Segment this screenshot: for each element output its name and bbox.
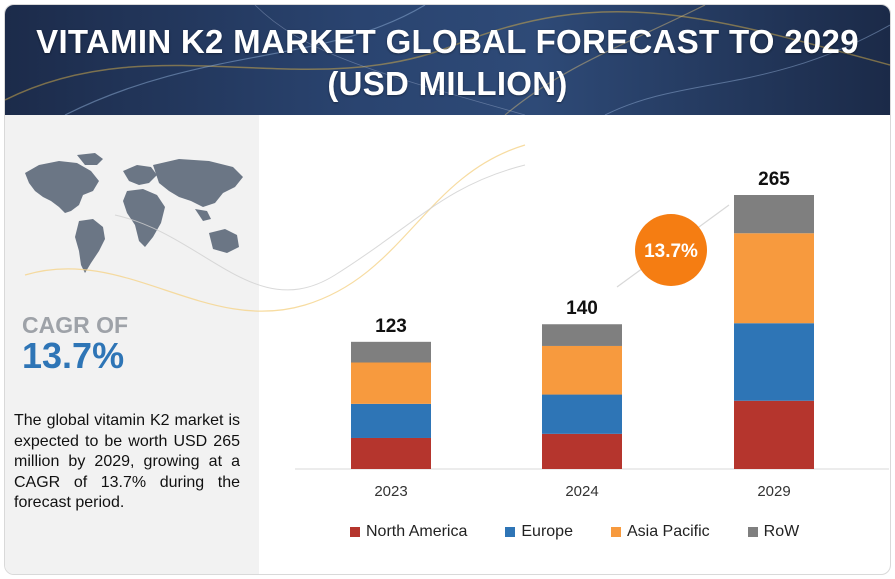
bar-segment-asia-pacific-2023 [351, 362, 431, 404]
infographic-frame: VITAMIN K2 MARKET GLOBAL FORECAST TO 202… [4, 4, 891, 575]
x-tick-label-2029: 2029 [757, 483, 790, 500]
left-info-panel: CAGR OF 13.7% The global vitamin K2 mark… [5, 115, 259, 574]
legend-label-row: RoW [763, 523, 800, 540]
bar-segment-north-america-2029 [734, 400, 814, 469]
stacked-bar-chart: 123 2023 140 2024 265 2029 13.7% [24, 144, 889, 500]
chart-legend: North America Europe Asia Pacific RoW [350, 523, 837, 541]
bar-segment-row-2024 [542, 324, 622, 346]
cagr-bubble-label: 13.7% [644, 241, 698, 262]
legend-label-north-america: North America [366, 523, 468, 540]
x-tick-label-2023: 2023 [374, 483, 407, 500]
bar-segment-europe-2024 [542, 394, 622, 434]
bar-segment-row-2023 [351, 341, 431, 363]
cagr-bubble [635, 214, 707, 286]
bar-segment-north-america-2024 [542, 433, 622, 469]
legend-item-north-america: North America [350, 523, 467, 541]
legend-item-asia-pacific: Asia Pacific [610, 523, 710, 541]
legend-swatch-europe [505, 527, 516, 537]
bar-segment-row-2029 [734, 195, 814, 234]
bar-segment-north-america-2023 [351, 437, 431, 469]
legend-label-europe: Europe [521, 523, 573, 540]
bar-segment-europe-2029 [734, 323, 814, 401]
bar-total-label-2024: 140 [566, 298, 598, 319]
x-tick-label-2024: 2024 [565, 483, 598, 500]
bar-segment-asia-pacific-2029 [734, 233, 814, 324]
legend-swatch-north-america [350, 527, 360, 537]
legend-item-europe: Europe [505, 523, 573, 541]
bar-segment-asia-pacific-2024 [542, 345, 622, 395]
bar-total-label-2023: 123 [375, 316, 407, 337]
legend-swatch-row [747, 527, 758, 537]
decorative-swoosh-gold [24, 144, 526, 312]
cagr-label: CAGR OF [22, 312, 129, 338]
legend-item-row: RoW [747, 523, 800, 541]
bar-total-label-2029: 265 [758, 169, 790, 190]
legend-label-asia-pacific: Asia Pacific [626, 523, 710, 540]
bar-group: 123 2023 140 2024 265 2029 [351, 169, 814, 500]
header-background-lights [5, 5, 890, 115]
header-banner: VITAMIN K2 MARKET GLOBAL FORECAST TO 202… [5, 5, 890, 115]
chart-title-line2: (USD MILLION) [327, 65, 568, 102]
decorative-swoosh-grey [114, 164, 526, 291]
cagr-value: 13.7% [22, 335, 125, 376]
world-map-icon [25, 153, 243, 273]
chart-title-line1: VITAMIN K2 MARKET GLOBAL FORECAST TO 202… [36, 23, 859, 60]
market-description: The global vitamin K2 market is expected… [14, 412, 240, 511]
legend-swatch-asia-pacific [610, 527, 621, 537]
bar-segment-europe-2023 [351, 403, 431, 438]
